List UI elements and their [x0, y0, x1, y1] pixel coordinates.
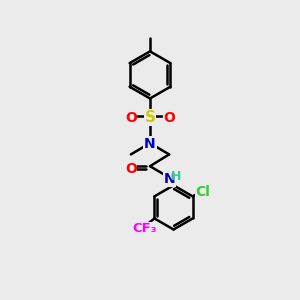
Text: Cl: Cl: [196, 185, 210, 199]
Text: N: N: [144, 137, 156, 151]
Text: CF₃: CF₃: [132, 222, 156, 235]
Text: N: N: [163, 172, 175, 187]
Text: H: H: [171, 170, 181, 183]
Text: O: O: [125, 162, 137, 176]
Text: O: O: [163, 111, 175, 124]
Text: S: S: [145, 110, 155, 125]
Text: O: O: [125, 111, 137, 124]
